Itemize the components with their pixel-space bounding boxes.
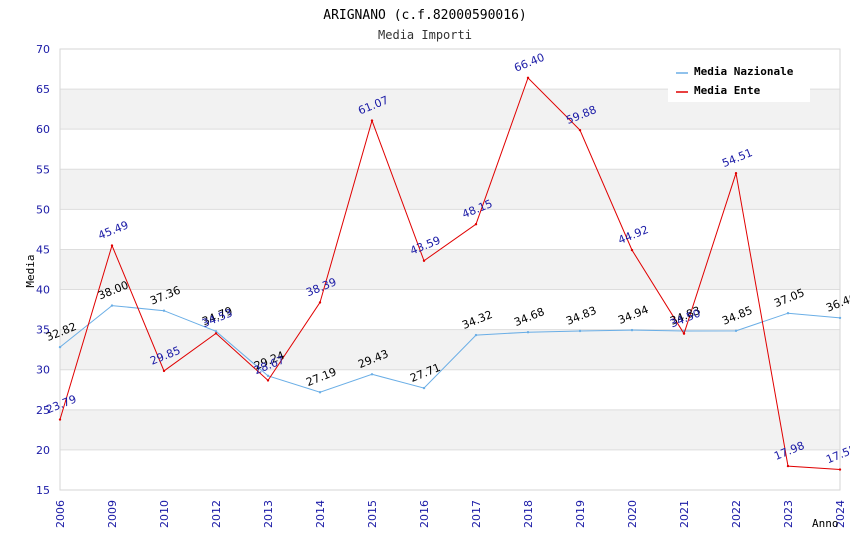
data-point (630, 328, 634, 332)
data-point (266, 379, 270, 382)
data-label: 34.32 (460, 308, 494, 332)
x-axis-label: Anno (812, 517, 839, 530)
legend: Media Nazionale Media Ente (668, 60, 810, 102)
x-tick-label: 2014 (314, 500, 327, 528)
x-tick-label: 2023 (782, 500, 795, 528)
data-label: 34.94 (616, 303, 650, 327)
data-point (838, 316, 842, 320)
x-tick-label: 2022 (730, 500, 743, 528)
data-label: 34.83 (564, 304, 598, 328)
y-tick-label: 25 (36, 404, 50, 417)
x-tick-label: 2016 (418, 500, 431, 528)
band-30-35 (60, 329, 840, 370)
data-label: 66.40 (512, 51, 546, 75)
data-point (214, 330, 218, 333)
band-20-25 (60, 409, 840, 450)
data-point (526, 76, 530, 80)
data-point (422, 386, 426, 390)
legend-label-nazionale: Media Nazionale (694, 65, 794, 78)
chart-title: ARIGNANO (c.f.82000590016) (323, 8, 527, 23)
data-point (214, 332, 218, 335)
data-point (266, 374, 270, 378)
data-point (370, 119, 374, 122)
data-point (630, 248, 634, 252)
chart-subtitle: Media Importi (378, 28, 472, 42)
series-group (58, 76, 842, 471)
x-tick-label: 2013 (262, 500, 275, 528)
x-tick-label: 2021 (678, 500, 691, 528)
y-axis-label: Media (24, 254, 37, 287)
plot-background (60, 89, 840, 450)
x-tick-label: 2010 (158, 500, 171, 528)
x-tick-label: 2019 (574, 500, 587, 528)
data-point (422, 259, 426, 262)
data-point (58, 345, 62, 349)
y-tick-label: 35 (36, 324, 50, 337)
x-tick-label: 2024 (834, 500, 847, 528)
gridlines (60, 48, 840, 491)
data-point (110, 304, 114, 307)
y-tick-label: 30 (36, 364, 50, 377)
data-point (734, 172, 738, 175)
data-point (578, 128, 582, 132)
x-tick-label: 2012 (210, 500, 223, 528)
legend-label-ente: Media Ente (694, 84, 761, 97)
data-point (578, 329, 582, 333)
x-tick-label: 2018 (522, 500, 535, 528)
x-tick-label: 2020 (626, 500, 639, 528)
y-tick-label: 65 (36, 83, 50, 96)
y-tick-label: 40 (36, 284, 50, 297)
data-point (526, 331, 530, 334)
x-tick-label: 2015 (366, 500, 379, 528)
x-tick-label: 2009 (106, 500, 119, 528)
data-point (162, 369, 166, 373)
band-40-45 (60, 249, 840, 290)
series-line-media-ente (59, 76, 841, 471)
data-label: 34.85 (720, 304, 754, 328)
series-line-media-nazionale (59, 305, 841, 393)
data-point (734, 329, 738, 333)
legend-box (668, 60, 810, 102)
data-point (162, 309, 166, 312)
y-tick-label: 55 (36, 163, 50, 176)
y-tick-label: 20 (36, 444, 50, 457)
x-tick-label: 2006 (54, 500, 67, 528)
data-point (110, 244, 114, 247)
x-axis-ticks: 2006 2009 2010 2012 2013 2014 2015 2016 2017 2018… (54, 500, 847, 528)
data-point (318, 391, 322, 394)
plot-frame (59, 48, 841, 491)
data-label: 34.68 (512, 305, 546, 329)
data-point (682, 332, 686, 335)
band-50-55 (60, 169, 840, 210)
data-point (318, 301, 322, 304)
data-label: 45.49 (96, 218, 130, 242)
y-tick-label: 45 (36, 243, 50, 256)
data-point (786, 464, 790, 468)
data-point (474, 222, 478, 226)
x-tick-label: 2017 (470, 500, 483, 528)
y-tick-label: 50 (36, 203, 50, 216)
data-point (474, 333, 478, 337)
data-point (58, 418, 62, 421)
y-tick-label: 60 (36, 123, 50, 136)
y-tick-label: 15 (36, 484, 50, 497)
data-point (838, 468, 842, 471)
data-label: 36.46 (824, 291, 850, 315)
y-axis-ticks: 15 20 25 30 35 40 45 50 55 60 65 70 (36, 43, 50, 497)
data-point (370, 373, 374, 376)
y-tick-label: 70 (36, 43, 50, 56)
data-point (786, 311, 790, 315)
data-label: 54.51 (720, 146, 754, 170)
